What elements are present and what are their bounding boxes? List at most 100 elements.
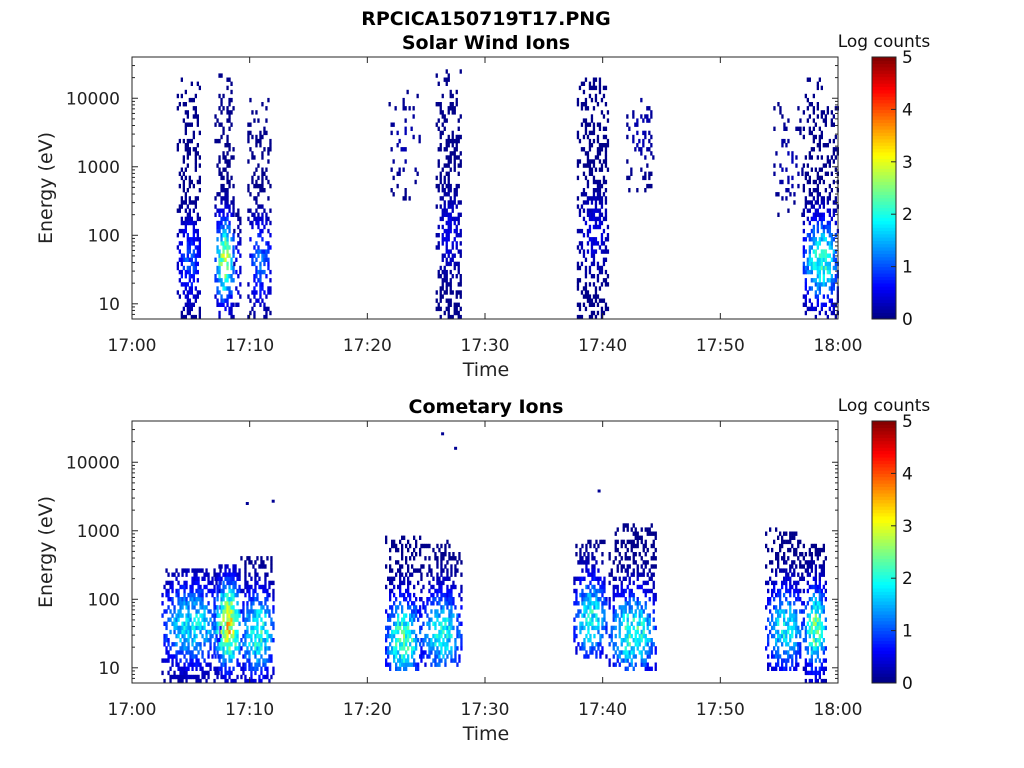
heatmap-cell [624, 609, 627, 614]
heatmap-cell [614, 609, 617, 614]
heatmap-cell [579, 592, 582, 598]
heatmap-cell [596, 261, 600, 267]
heatmap-cell [814, 580, 817, 586]
heatmap-cell [444, 642, 447, 647]
heatmap-cell [175, 617, 178, 622]
heatmap-cell [586, 241, 590, 246]
heatmap-cell [826, 200, 829, 205]
heatmap-cell [181, 670, 184, 676]
heatmap-cell [190, 253, 193, 258]
heatmap-cell [777, 192, 780, 197]
heatmap-cell [445, 269, 448, 275]
heatmap-cell [191, 605, 194, 610]
heatmap-cell [777, 654, 780, 659]
colorbar-tick-label: 5 [902, 48, 913, 68]
heatmap-cell [828, 306, 831, 312]
heatmap-cell [393, 576, 396, 581]
heatmap-cell [602, 257, 606, 262]
heatmap-cell [434, 609, 437, 614]
heatmap-cell [228, 294, 231, 299]
heatmap-cell [262, 584, 265, 590]
heatmap-cell [832, 286, 835, 291]
heatmap-cell [830, 278, 833, 283]
heatmap-cell [178, 204, 181, 209]
colorbar-swatch [872, 194, 896, 199]
colorbar-swatch [872, 591, 896, 596]
heatmap-cell [197, 621, 200, 626]
heatmap-cell [453, 216, 456, 222]
heatmap-cell [434, 638, 437, 643]
heatmap-cell [824, 597, 827, 602]
y-tick-label: 10 [98, 659, 120, 679]
heatmap-cell [795, 654, 798, 659]
heatmap-cell [445, 155, 448, 160]
heatmap-cell [812, 106, 815, 111]
heatmap-cell [191, 584, 194, 590]
heatmap-cell [207, 670, 210, 676]
x-axis-label: Time [462, 723, 510, 745]
heatmap-cell [184, 110, 187, 115]
heatmap-cell [575, 625, 578, 631]
heatmap-cell [608, 552, 611, 557]
heatmap-cell [399, 638, 402, 643]
heatmap-cell [586, 134, 590, 140]
heatmap-cell [455, 89, 458, 95]
colorbar-swatch [872, 427, 896, 432]
heatmap-cell [264, 613, 267, 618]
heatmap-cell [587, 605, 590, 610]
heatmap-cell [222, 298, 225, 303]
heatmap-cell [802, 183, 805, 189]
heatmap-cell [618, 617, 621, 622]
heatmap-cell [240, 609, 243, 614]
heatmap-cell [775, 654, 778, 659]
heatmap-cell [820, 662, 823, 667]
heatmap-cell [642, 629, 645, 635]
heatmap-cell [459, 306, 462, 312]
heatmap-cell [630, 658, 633, 663]
heatmap-cell [592, 138, 596, 144]
heatmap-cell [826, 143, 829, 148]
y-tick-label: 10000 [66, 89, 120, 109]
heatmap-cell [588, 216, 592, 222]
heatmap-cell [436, 543, 439, 549]
heatmap-cell [828, 233, 831, 238]
heatmap-cell [230, 122, 233, 127]
heatmap-cell [822, 302, 825, 307]
heatmap-cell [454, 568, 457, 573]
heatmap-cell [443, 175, 446, 181]
heatmap-cell [230, 310, 233, 316]
heatmap-cell [262, 605, 265, 610]
heatmap-cell [828, 159, 831, 164]
heatmap-cell [594, 155, 598, 160]
heatmap-cell [444, 547, 447, 553]
heatmap-cell [183, 638, 186, 643]
heatmap-cell [401, 642, 404, 647]
heatmap-cell [430, 662, 433, 667]
heatmap-cell [196, 278, 199, 283]
heatmap-cell [230, 274, 233, 279]
colorbar-swatch [872, 93, 896, 97]
heatmap-cell [220, 294, 223, 299]
heatmap-cell [247, 130, 250, 136]
heatmap-cell [644, 114, 647, 119]
heatmap-cell [193, 654, 196, 659]
heatmap-cell [591, 576, 594, 581]
heatmap-cell [183, 621, 186, 626]
heatmap-cell [256, 592, 259, 598]
heatmap-cell [614, 625, 617, 631]
colorbar-swatch [872, 256, 896, 261]
heatmap-cell [195, 572, 198, 577]
heatmap-cell [407, 588, 410, 594]
heatmap-cell [228, 163, 231, 168]
heatmap-cell [250, 601, 253, 606]
heatmap-cell [816, 102, 819, 107]
heatmap-cell [822, 143, 825, 148]
heatmap-cell [644, 617, 647, 622]
heatmap-cell [581, 597, 584, 602]
heatmap-cell [171, 658, 174, 663]
heatmap-cell [769, 629, 772, 635]
heatmap-cell [654, 646, 657, 651]
heatmap-cell [385, 638, 388, 643]
heatmap-cell [445, 192, 448, 197]
heatmap-cell [413, 638, 416, 643]
